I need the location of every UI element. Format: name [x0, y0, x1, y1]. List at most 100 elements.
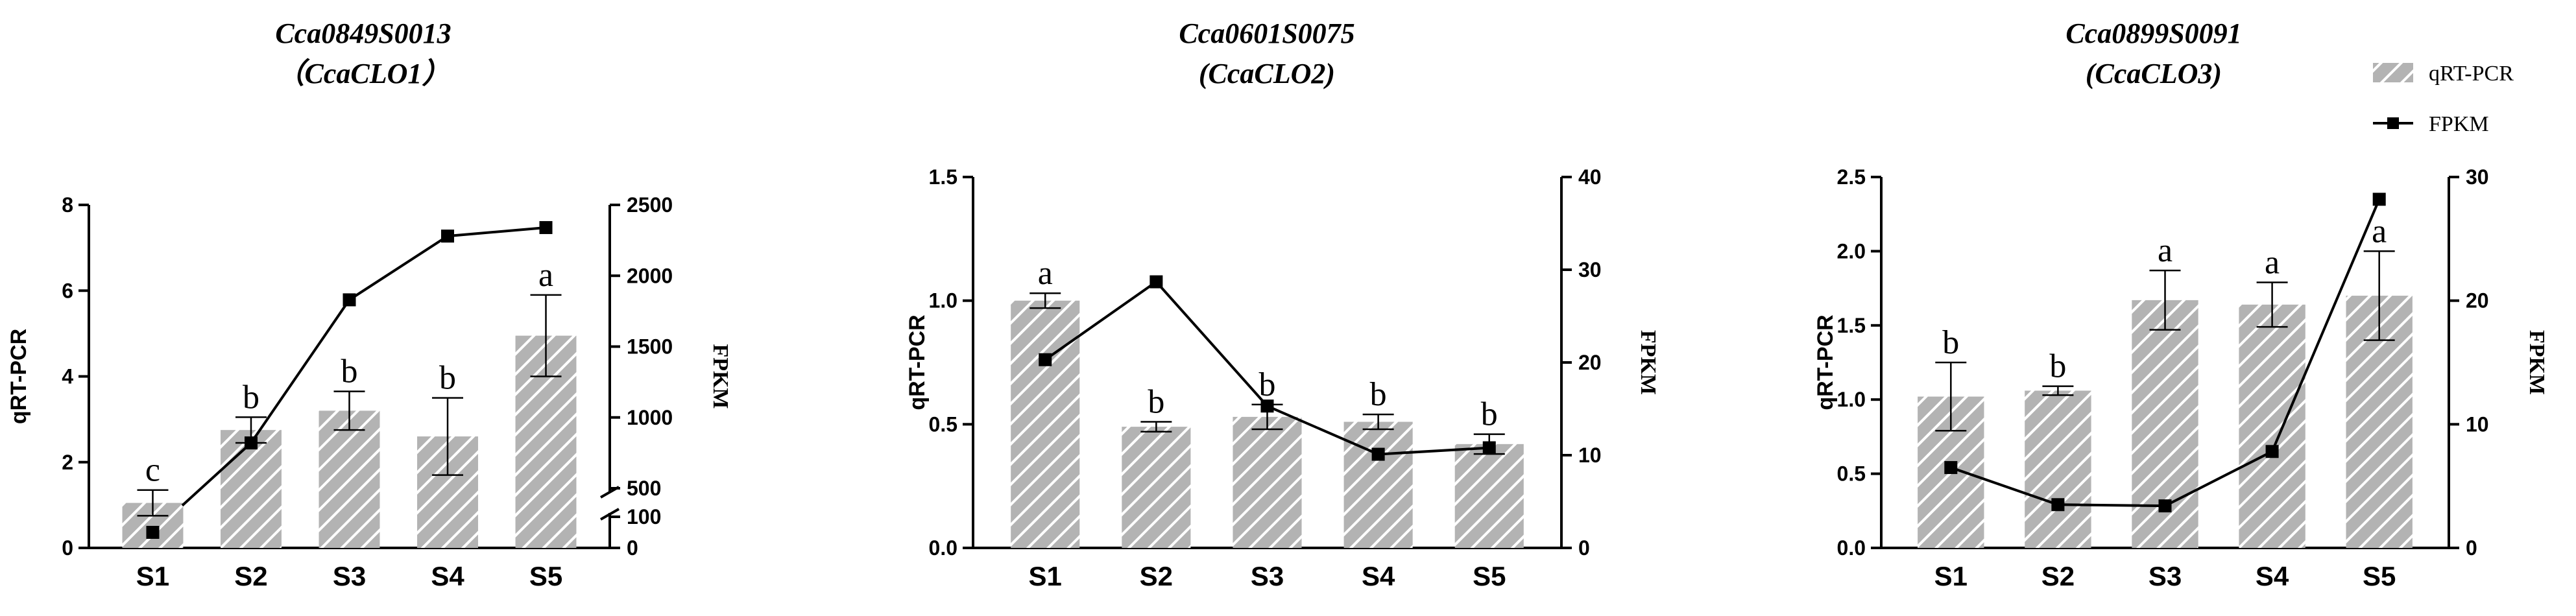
bar: [2239, 304, 2305, 548]
chart-title-line1: Cca0849S0013: [275, 18, 451, 49]
x-tick-label: S4: [1362, 561, 1395, 591]
chart-3: Cca0899S0091 (CcaCLO3) 0.0 0.5 1.0 1.5 2.0 2.5 0…: [1813, 18, 2549, 591]
y2-tick-label: 30: [1578, 258, 1602, 281]
x-tick-label: S4: [2256, 561, 2289, 591]
x-tick-label: S3: [1251, 561, 1284, 591]
y2-axis-title: FPKM: [2525, 330, 2549, 395]
y2-tick-label: 10: [2466, 412, 2489, 436]
fpkm-point: [1150, 275, 1163, 289]
x-tick-label: S5: [529, 561, 562, 591]
y2-tick-label: 40: [1578, 165, 1602, 189]
y2-tick-label: 500: [627, 477, 661, 500]
significance-label: a: [1038, 255, 1053, 292]
bar: [2025, 390, 2091, 548]
x-tick-label: S5: [1473, 561, 1506, 591]
y-tick-label: 8: [62, 193, 73, 217]
x-tick-label: S4: [431, 561, 464, 591]
y2-tick-label: 10: [1578, 444, 1602, 467]
fpkm-point: [1371, 447, 1385, 461]
legend: qRT-PCR FPKM: [2373, 62, 2514, 136]
significance-label: b: [1370, 376, 1387, 413]
fpkm-point: [1039, 353, 1052, 366]
bar: [221, 430, 282, 548]
y2-tick-label: 1000: [627, 406, 673, 429]
y-tick-label: 0.0: [929, 536, 957, 560]
x-tick-label: S1: [1934, 561, 1968, 591]
x-tick-label: S2: [1140, 561, 1173, 591]
y2-tick-label: 0: [1578, 536, 1590, 560]
charts-container: Cca0849S0013（CcaCLO1）0246801005001000150…: [6, 18, 2549, 591]
fpkm-point: [1482, 441, 1496, 455]
y2-tick-label: 100: [627, 505, 661, 528]
y2-axis-title: FPKM: [1636, 330, 1660, 395]
significance-label: b: [439, 360, 456, 397]
fpkm-line: [250, 226, 546, 444]
bar: [1011, 300, 1080, 548]
x-tick-label: S5: [2363, 561, 2396, 591]
significance-label: b: [1942, 324, 1959, 361]
significance-label: a: [2158, 232, 2173, 269]
y-axis-title: qRT-PCR: [6, 329, 31, 424]
y2-tick-label: 20: [1578, 351, 1602, 374]
y2-tick-label: 1500: [627, 335, 673, 359]
y-tick-label: 1.0: [1837, 388, 1866, 411]
significance-label: a: [2372, 213, 2387, 250]
fpkm-point: [146, 526, 160, 539]
fpkm-line-segment: [181, 442, 252, 507]
fpkm-point: [2265, 445, 2279, 458]
y2-tick-label: 20: [2466, 289, 2489, 313]
chart-title-line2: （CcaCLO1）: [276, 58, 451, 89]
chart-title-line1: Cca0601S0075: [1179, 18, 1354, 49]
y-tick-label: 0: [62, 536, 73, 560]
y2-tick-label: 2000: [627, 264, 673, 287]
significance-label: b: [2049, 348, 2066, 385]
fpkm-point: [2158, 499, 2172, 513]
significance-label: c: [145, 452, 160, 489]
y2-tick-label: 0: [627, 536, 638, 560]
y-tick-label: 1.5: [929, 165, 957, 189]
fpkm-point: [441, 230, 455, 243]
y2-tick-label: 0: [2466, 536, 2477, 560]
y-tick-label: 0.0: [1837, 536, 1866, 560]
y-tick-label: 1.5: [1837, 314, 1866, 337]
bar: [1233, 416, 1302, 548]
x-tick-label: S1: [136, 561, 169, 591]
y-tick-label: 0.5: [929, 412, 957, 436]
y-axis-title: qRT-PCR: [905, 314, 930, 410]
significance-label: b: [1148, 384, 1164, 421]
significance-label: b: [1259, 366, 1276, 403]
y2-tick-label: 2500: [627, 193, 673, 217]
legend-bar-label: qRT-PCR: [2429, 62, 2514, 86]
significance-label: a: [2265, 244, 2280, 281]
fpkm-point: [1944, 461, 1958, 475]
y-tick-label: 2.5: [1837, 165, 1866, 189]
x-tick-label: S1: [1029, 561, 1062, 591]
legend-bar-swatch: [2373, 63, 2413, 82]
fpkm-point: [1260, 399, 1274, 413]
axis-break-mark: [600, 508, 620, 521]
y-tick-label: 6: [62, 279, 73, 302]
y2-axis-title: FPKM: [708, 344, 732, 409]
chart-title-line1: Cca0899S0091: [2065, 18, 2241, 49]
bar: [1122, 427, 1191, 548]
y-tick-label: 1.0: [929, 289, 957, 313]
y-axis-title: qRT-PCR: [1813, 314, 1838, 410]
fpkm-point: [2372, 193, 2386, 206]
x-tick-label: S3: [333, 561, 366, 591]
fpkm-point: [2051, 498, 2065, 512]
fpkm-point: [343, 293, 356, 307]
bar: [319, 410, 380, 548]
fpkm-point: [244, 436, 258, 450]
y-tick-label: 2.0: [1837, 239, 1866, 263]
fpkm-point: [539, 220, 553, 234]
x-tick-label: S2: [234, 561, 267, 591]
bar: [1454, 444, 1524, 548]
y2-tick-label: 30: [2466, 165, 2489, 189]
y-tick-label: 4: [62, 365, 73, 388]
y-tick-label: 0.5: [1837, 462, 1866, 486]
significance-label: b: [243, 379, 259, 416]
y-tick-label: 2: [62, 451, 73, 474]
x-tick-label: S3: [2149, 561, 2182, 591]
significance-label: b: [341, 353, 358, 390]
